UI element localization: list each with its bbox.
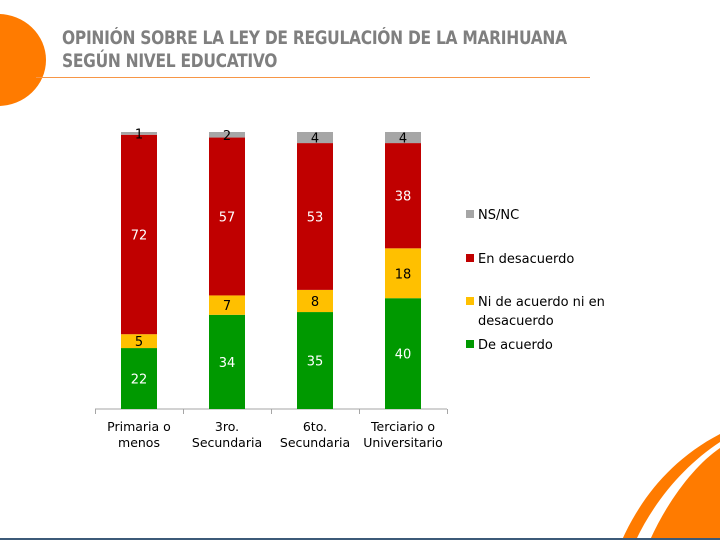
data-label: 7 [223,299,231,314]
legend-label: Ni de acuerdo ni en desacuerdo [478,295,605,329]
bar-segment-de-acuerdo [121,348,157,409]
bar-segment-de-acuerdo [209,314,245,409]
data-label: 18 [395,267,412,282]
x-tick-label: Universitario [363,435,443,450]
x-tick-label: Terciario o [370,419,435,434]
bar-segment-ni-de-acuerdo-ni-en-desacuerdo [385,248,421,299]
x-tick-label: Secundaria [280,435,350,450]
slide-title-line-2: SEGÚN NIVEL EDUCATIVO [62,51,278,72]
slide-title: OPINIÓN SOBRE LA LEY DE REGULACIÓN DE LA… [62,27,567,73]
x-tick-label: 3ro. [215,419,239,434]
data-label: 53 [307,210,324,225]
bar-segment-ni-de-acuerdo-ni-en-desacuerdo [297,289,333,313]
legend-item: NS/NC [466,206,519,225]
legend-swatch [466,340,474,348]
data-label: 4 [399,132,407,147]
bar-segment-en-desacuerdo [121,134,157,335]
data-label: 22 [131,373,148,388]
title-underline [36,77,590,78]
x-tick-label: Primaria o [107,419,171,434]
x-tick-label: 6to. [303,419,327,434]
x-tick-label: Secundaria [192,435,262,450]
legend-swatch [466,297,474,305]
legend-label: En desacuerdo [478,252,575,267]
bar-segment-de-acuerdo [297,312,333,409]
data-label: 2 [223,129,231,144]
bottom-border [0,538,720,540]
data-label: 8 [311,295,319,310]
legend-item: Ni de acuerdo ni en desacuerdo [466,293,605,331]
bar-segment-en-desacuerdo [297,143,333,290]
slide-title-line-1: OPINIÓN SOBRE LA LEY DE REGULACIÓN DE LA… [62,28,567,49]
bar-segment-ns-nc [209,132,245,138]
bar-segment-de-acuerdo [385,298,421,409]
bar-segment-ni-de-acuerdo-ni-en-desacuerdo [121,334,157,349]
decorative-orange-swoosh [622,434,720,540]
bar-segment-en-desacuerdo [385,143,421,249]
legend-swatch [466,210,474,218]
bar-segment-en-desacuerdo [209,137,245,296]
data-label: 38 [395,190,412,205]
data-label: 35 [307,355,324,370]
data-label: 40 [395,348,412,363]
legend-label: De acuerdo [478,338,553,353]
data-label: 34 [219,356,236,371]
data-label: 57 [219,210,236,225]
x-tick-label: menos [118,435,160,450]
data-label: 1 [135,127,143,142]
data-label: 5 [135,335,143,350]
legend-item: De acuerdo [466,336,553,355]
bar-segment-ns-nc [297,132,333,144]
bar-segment-ni-de-acuerdo-ni-en-desacuerdo [209,295,245,315]
legend-swatch [466,254,474,262]
data-label: 72 [131,228,148,243]
bar-segment-ns-nc [385,132,421,144]
data-label: 4 [311,132,319,147]
legend-label: NS/NC [478,208,520,223]
bar-segment-ns-nc [121,132,157,135]
legend-item: En desacuerdo [466,250,574,269]
